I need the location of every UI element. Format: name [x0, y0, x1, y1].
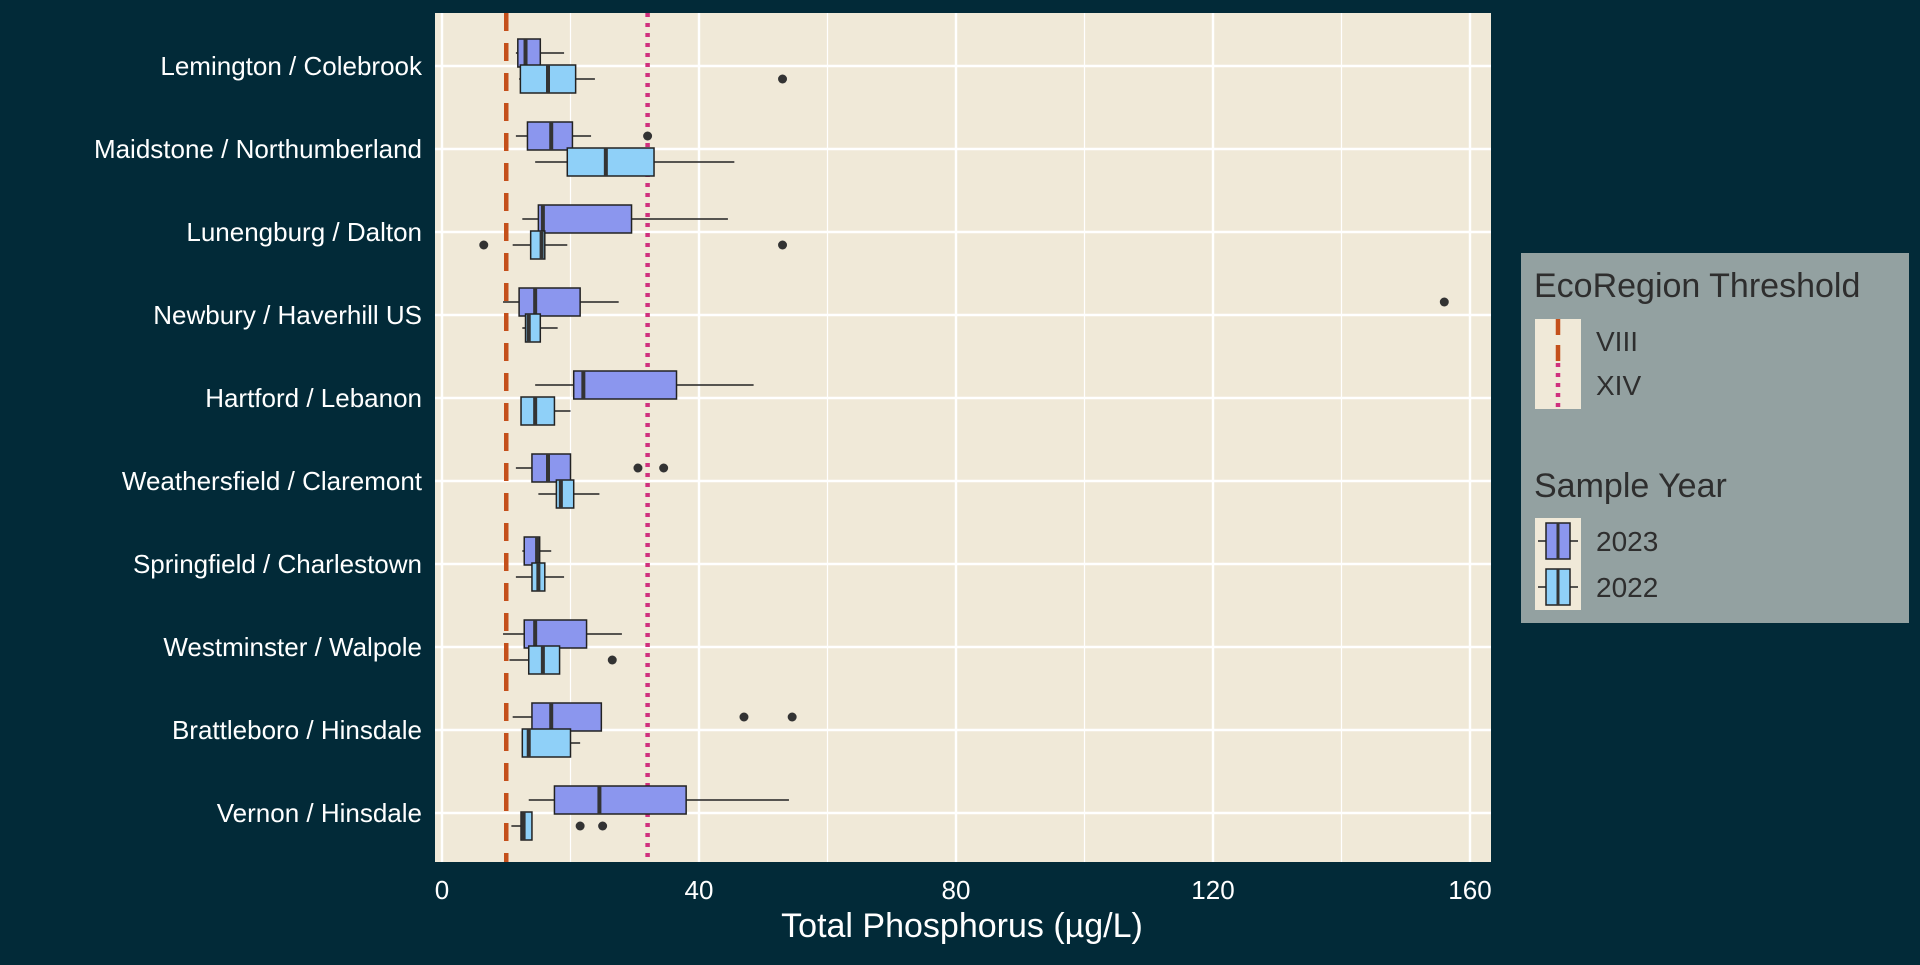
box-2022-3: [479, 230, 788, 260]
x-tick-label: 80: [942, 875, 971, 905]
y-tick-label: Lunengburg / Dalton: [186, 217, 422, 247]
outlier-point: [598, 821, 608, 831]
y-tick-label: Weathersfield / Claremont: [122, 466, 423, 496]
y-tick-label: Maidstone / Northumberland: [94, 134, 422, 164]
outlier-point: [659, 463, 669, 473]
y-tick-label: Newbury / Haverhill US: [153, 300, 422, 330]
box-2022-1: [519, 64, 788, 94]
x-tick-label: 160: [1448, 875, 1491, 905]
x-tick-label: 120: [1191, 875, 1234, 905]
box-2022-2: [535, 147, 735, 177]
box-iqr: [572, 370, 678, 400]
box-iqr: [553, 785, 687, 815]
legend-label-year: 2023: [1596, 526, 1658, 557]
outlier-point: [607, 655, 617, 665]
box-iqr: [520, 396, 556, 426]
legend-label-year: 2022: [1596, 572, 1658, 603]
box-iqr: [518, 287, 581, 317]
box-2023-6: [515, 453, 669, 483]
outlier-point: [479, 240, 489, 250]
outlier-point: [778, 240, 788, 250]
y-tick-label: Hartford / Lebanon: [205, 383, 422, 413]
x-axis-title: Total Phosphorus (µg/L): [781, 907, 1143, 945]
box-2023-10: [528, 785, 789, 815]
box-2022-9: [521, 728, 581, 758]
y-tick-label: Brattleboro / Hinsdale: [172, 715, 422, 745]
legend-background: [1521, 253, 1909, 623]
box-iqr: [531, 702, 603, 732]
outlier-point: [778, 74, 788, 84]
y-tick-label: Vernon / Hinsdale: [217, 798, 422, 828]
outlier-point: [633, 463, 643, 473]
x-tick-label: 0: [435, 875, 449, 905]
box-2023-3: [522, 204, 728, 234]
box-2022-6: [538, 479, 600, 509]
legend-title-threshold: EcoRegion Threshold: [1534, 267, 1860, 305]
box-2022-7: [515, 562, 565, 592]
y-tick-label: Springfield / Charlestown: [133, 549, 422, 579]
legend: EcoRegion Threshold VIII XIV Sample Year 202…: [1521, 253, 1909, 623]
box-2022-5: [520, 396, 571, 426]
box-2022-10: [511, 811, 608, 841]
outlier-point: [739, 712, 749, 722]
plot-panel: [435, 13, 1491, 862]
y-tick-label: Lemington / Colebrook: [160, 51, 423, 81]
x-tick-label: 40: [685, 875, 714, 905]
box-2023-8: [503, 619, 622, 649]
x-axis-tick-labels: 0 40 80 120 160: [435, 875, 1492, 905]
box-2023-2: [515, 121, 653, 151]
box-2023-9: [512, 702, 797, 732]
box-iqr: [531, 453, 572, 483]
box-2023-1: [515, 38, 565, 68]
box-2022-8: [509, 645, 617, 675]
legend-title-year: Sample Year: [1534, 467, 1727, 505]
box-2022-4: [522, 313, 558, 343]
y-axis-tick-labels: Lemington / Colebrook Maidstone / Northum…: [94, 51, 423, 828]
box-2023-7: [522, 536, 552, 566]
y-tick-label: Westminster / Walpole: [163, 632, 422, 662]
box-iqr: [566, 147, 655, 177]
outlier-point: [575, 821, 585, 831]
box-marks: [479, 38, 1449, 841]
outlier-point: [787, 712, 797, 722]
box-2023-5: [535, 370, 754, 400]
outlier-point: [643, 131, 653, 141]
legend-label-threshold: XIV: [1596, 370, 1641, 401]
box-iqr: [517, 38, 542, 68]
legend-label-threshold: VIII: [1596, 326, 1638, 357]
box-iqr: [537, 204, 633, 234]
plot-panel-background: [435, 13, 1491, 862]
box-2023-4: [503, 287, 1449, 317]
outlier-point: [1439, 297, 1449, 307]
box-iqr: [520, 811, 533, 841]
